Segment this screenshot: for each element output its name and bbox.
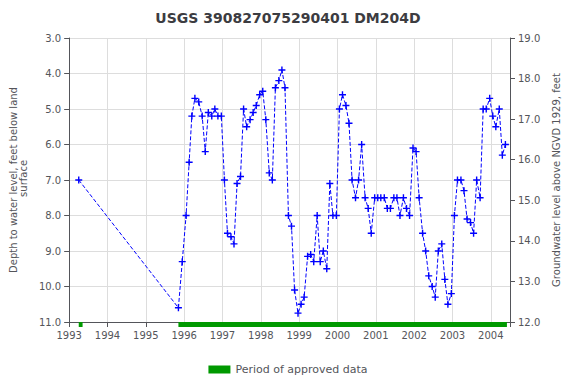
svg-text:1996: 1996 [171,330,196,341]
svg-text:Groundwater level above NGVD 1: Groundwater level above NGVD 1929, feet [551,73,562,287]
svg-text:1993: 1993 [56,330,81,341]
svg-text:12.0: 12.0 [518,317,540,328]
svg-text:Period of approved data: Period of approved data [235,363,367,376]
svg-text:16.0: 16.0 [518,154,540,165]
svg-text:13.0: 13.0 [518,276,540,287]
svg-text:5.0: 5.0 [45,104,61,115]
svg-text:2001: 2001 [363,330,388,341]
svg-text:1998: 1998 [248,330,273,341]
svg-text:8.0: 8.0 [45,210,61,221]
svg-text:1999: 1999 [286,330,311,341]
svg-text:1997: 1997 [210,330,235,341]
svg-text:4.0: 4.0 [45,68,61,79]
svg-text:USGS 390827075290401 DM204D: USGS 390827075290401 DM204D [155,10,420,26]
svg-text:14.0: 14.0 [518,235,540,246]
svg-text:10.0: 10.0 [39,281,61,292]
svg-text:7.0: 7.0 [45,175,61,186]
svg-text:1994: 1994 [95,330,120,341]
svg-text:1995: 1995 [133,330,158,341]
svg-text:18.0: 18.0 [518,73,540,84]
svg-text:9.0: 9.0 [45,246,61,257]
svg-text:15.0: 15.0 [518,195,540,206]
svg-text:6.0: 6.0 [45,139,61,150]
svg-text:surface: surface [18,160,29,200]
svg-text:11.0: 11.0 [39,317,61,328]
svg-text:19.0: 19.0 [518,33,540,44]
svg-text:17.0: 17.0 [518,114,540,125]
svg-text:3.0: 3.0 [45,33,61,44]
svg-text:2002: 2002 [401,330,426,341]
svg-text:2004: 2004 [478,330,503,341]
svg-text:2003: 2003 [440,330,465,341]
svg-text:2000: 2000 [325,330,350,341]
svg-text:Depth to water level, feet bel: Depth to water level, feet below land [7,87,19,273]
